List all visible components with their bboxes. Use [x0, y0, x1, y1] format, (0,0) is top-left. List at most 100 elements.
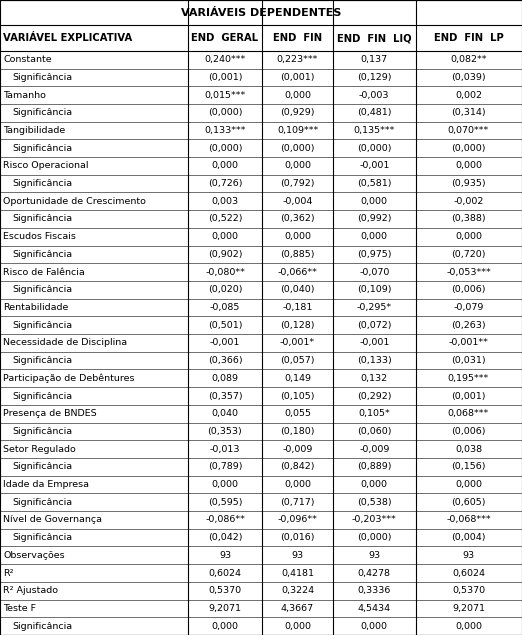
Text: -0,002: -0,002	[453, 197, 484, 206]
Text: 0,068***: 0,068***	[448, 409, 489, 418]
Text: R²: R²	[3, 568, 14, 578]
Text: 0,000: 0,000	[284, 480, 311, 489]
Text: (0,000): (0,000)	[208, 144, 242, 152]
Text: 0,149: 0,149	[284, 374, 311, 383]
Text: (0,129): (0,129)	[357, 73, 392, 82]
Text: (0,000): (0,000)	[280, 144, 315, 152]
Text: END  FIN: END FIN	[273, 33, 322, 43]
Text: 0,000: 0,000	[455, 161, 482, 170]
Text: Teste F: Teste F	[3, 604, 36, 613]
Text: (0,522): (0,522)	[208, 215, 242, 224]
Text: Oportunidade de Crescimento: Oportunidade de Crescimento	[3, 197, 146, 206]
Text: 0,000: 0,000	[284, 91, 311, 100]
Text: (0,000): (0,000)	[357, 144, 392, 152]
Text: 0,003: 0,003	[211, 197, 239, 206]
Text: -0,096**: -0,096**	[278, 516, 317, 525]
Text: -0,080**: -0,080**	[205, 267, 245, 277]
Text: (0,057): (0,057)	[280, 356, 315, 365]
Text: Significância: Significância	[12, 144, 72, 152]
Text: 93: 93	[291, 551, 304, 560]
Text: 0,000: 0,000	[211, 232, 239, 241]
Text: 0,135***: 0,135***	[353, 126, 395, 135]
Text: Constante: Constante	[3, 55, 52, 64]
Text: (0,000): (0,000)	[451, 144, 486, 152]
Text: 0,040: 0,040	[211, 409, 239, 418]
Text: (0,001): (0,001)	[280, 73, 315, 82]
Text: -0,085: -0,085	[210, 303, 240, 312]
Text: (0,000): (0,000)	[357, 533, 392, 542]
Text: 0,137: 0,137	[361, 55, 388, 64]
Text: -0,001*: -0,001*	[280, 338, 315, 347]
Text: -0,203***: -0,203***	[352, 516, 397, 525]
Text: Significância: Significância	[12, 108, 72, 117]
Text: Significância: Significância	[12, 622, 72, 631]
Text: (0,072): (0,072)	[357, 321, 392, 330]
Text: 0,000: 0,000	[455, 622, 482, 631]
Text: -0,053***: -0,053***	[446, 267, 491, 277]
Text: (0,902): (0,902)	[208, 250, 242, 259]
Text: (0,001): (0,001)	[451, 392, 486, 401]
Text: -0,181: -0,181	[282, 303, 313, 312]
Text: -0,086**: -0,086**	[205, 516, 245, 525]
Text: 0,000: 0,000	[211, 161, 239, 170]
Text: (0,975): (0,975)	[357, 250, 392, 259]
Text: (0,388): (0,388)	[451, 215, 486, 224]
Text: (0,263): (0,263)	[451, 321, 486, 330]
Text: -0,070: -0,070	[359, 267, 389, 277]
Text: 0,109***: 0,109***	[277, 126, 318, 135]
Text: (0,353): (0,353)	[208, 427, 242, 436]
Text: (0,109): (0,109)	[357, 285, 392, 294]
Text: 0,4181: 0,4181	[281, 568, 314, 578]
Text: 0,000: 0,000	[361, 480, 388, 489]
Text: 4,5434: 4,5434	[358, 604, 391, 613]
Text: Significância: Significância	[12, 250, 72, 259]
Text: 0,195***: 0,195***	[448, 374, 489, 383]
Text: VARIÁVEL EXPLICATIVA: VARIÁVEL EXPLICATIVA	[3, 33, 133, 43]
Text: 4,3667: 4,3667	[281, 604, 314, 613]
Text: (0,060): (0,060)	[357, 427, 392, 436]
Text: Escudos Fiscais: Escudos Fiscais	[3, 232, 76, 241]
Text: (0,156): (0,156)	[451, 462, 486, 471]
Text: END  FIN  LP: END FIN LP	[434, 33, 503, 43]
Text: (0,605): (0,605)	[451, 498, 486, 507]
Text: (0,726): (0,726)	[208, 179, 242, 188]
Text: Tangibilidade: Tangibilidade	[3, 126, 65, 135]
Text: 93: 93	[462, 551, 474, 560]
Text: Significância: Significância	[12, 285, 72, 294]
Text: Nível de Governança: Nível de Governança	[3, 516, 102, 525]
Text: Significância: Significância	[12, 533, 72, 542]
Text: (0,016): (0,016)	[280, 533, 315, 542]
Text: 0,000: 0,000	[284, 622, 311, 631]
Text: (0,001): (0,001)	[208, 73, 242, 82]
Text: 9,2071: 9,2071	[208, 604, 242, 613]
Text: (0,042): (0,042)	[208, 533, 242, 542]
Text: 0,4278: 0,4278	[358, 568, 391, 578]
Text: 0,105*: 0,105*	[359, 409, 390, 418]
Text: Significância: Significância	[12, 498, 72, 507]
Text: (0,889): (0,889)	[357, 462, 392, 471]
Text: 0,6024: 0,6024	[208, 568, 242, 578]
Text: 0,015***: 0,015***	[204, 91, 246, 100]
Text: -0,003: -0,003	[359, 91, 389, 100]
Text: Rentabilidade: Rentabilidade	[3, 303, 68, 312]
Text: 0,5370: 0,5370	[208, 586, 242, 595]
Text: 0,5370: 0,5370	[452, 586, 485, 595]
Text: 93: 93	[368, 551, 381, 560]
Text: Significância: Significância	[12, 392, 72, 401]
Text: (0,362): (0,362)	[280, 215, 315, 224]
Text: (0,935): (0,935)	[451, 179, 486, 188]
Text: 9,2071: 9,2071	[452, 604, 485, 613]
Text: (0,031): (0,031)	[451, 356, 486, 365]
Text: (0,501): (0,501)	[208, 321, 242, 330]
Text: 0,082**: 0,082**	[450, 55, 487, 64]
Text: Significância: Significância	[12, 73, 72, 82]
Text: Significância: Significância	[12, 179, 72, 188]
Text: Tamanho: Tamanho	[3, 91, 46, 100]
Text: -0,001: -0,001	[359, 161, 389, 170]
Text: 0,240***: 0,240***	[204, 55, 246, 64]
Text: (0,040): (0,040)	[280, 285, 315, 294]
Text: END  GERAL: END GERAL	[192, 33, 258, 43]
Text: (0,039): (0,039)	[451, 73, 486, 82]
Text: 0,000: 0,000	[361, 197, 388, 206]
Text: VARIÁVEIS DEPENDENTES: VARIÁVEIS DEPENDENTES	[181, 8, 341, 18]
